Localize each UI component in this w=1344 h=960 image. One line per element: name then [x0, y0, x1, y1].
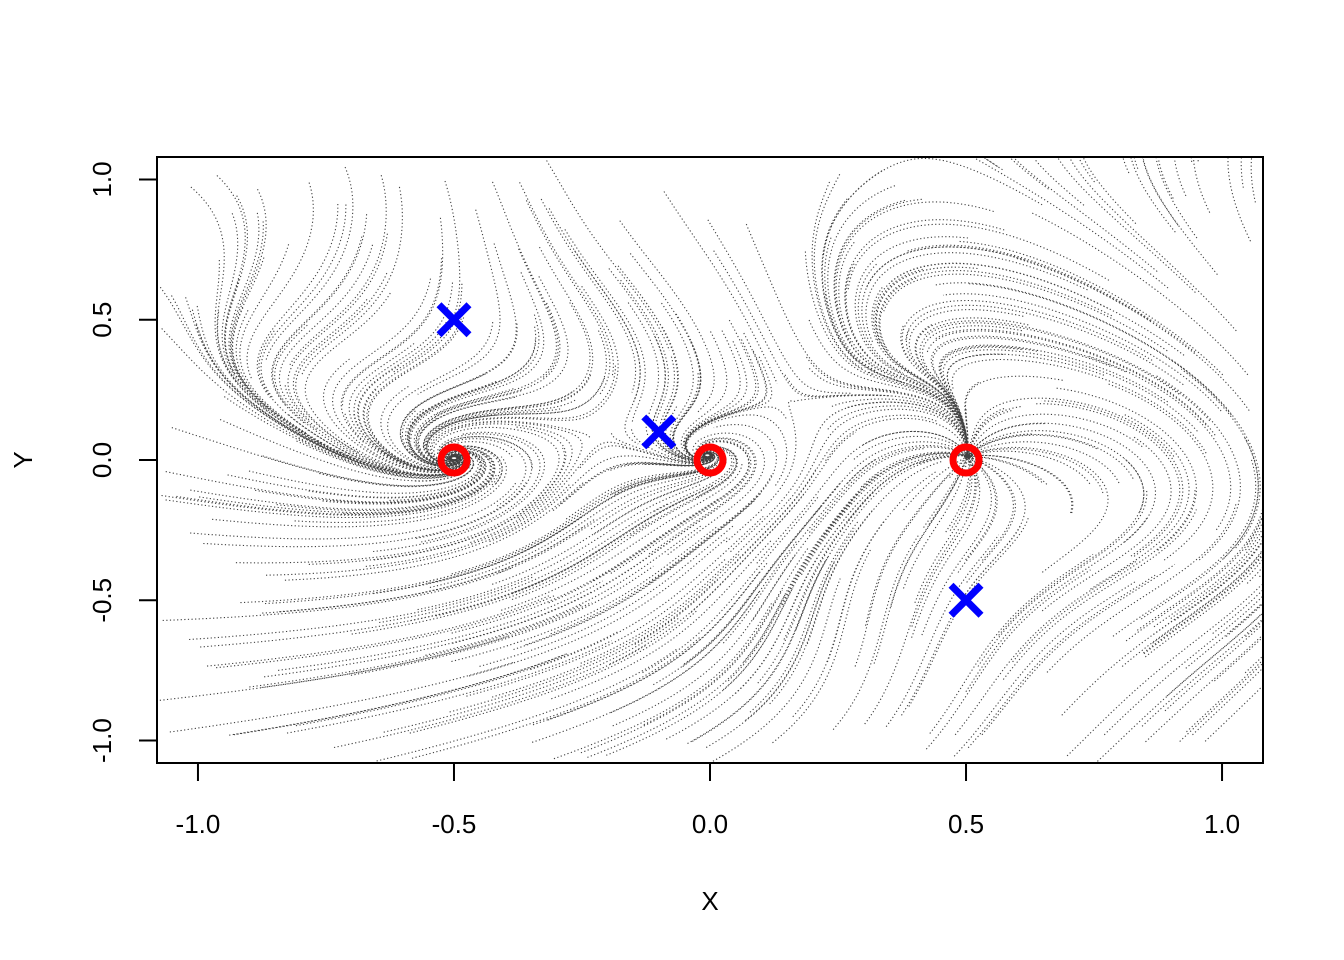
y-tick-label: -0.5: [87, 578, 117, 623]
y-tick-label: -1.0: [87, 718, 117, 763]
x-tick-label: -1.0: [176, 809, 221, 839]
x-tick-label: 0.0: [692, 809, 728, 839]
y-tick-label: 0.5: [87, 302, 117, 338]
saddle-x-marker: [948, 582, 984, 618]
fixed-point-circle-marker: [437, 443, 471, 477]
streamline-path: [159, 157, 1264, 764]
y-axis-label: Y: [8, 451, 38, 468]
saddle-x-marker: [641, 414, 677, 450]
y-axis: -1.0 -0.5 0.0 0.5 1.0: [87, 161, 158, 763]
y-tick-label: 0.0: [87, 442, 117, 478]
x-axis-label: X: [701, 886, 718, 916]
marker-layer: [436, 302, 984, 618]
saddle-x-marker: [436, 302, 472, 338]
fixed-point-circle-marker: [693, 443, 727, 477]
y-tick-label: 1.0: [87, 161, 117, 197]
fixed-point-circle-marker: [949, 443, 983, 477]
x-tick-label: 0.5: [948, 809, 984, 839]
x-axis: -1.0 -0.5 0.0 0.5 1.0: [176, 762, 1240, 839]
flow-streamlines: [159, 157, 1264, 764]
x-tick-label: 1.0: [1204, 809, 1240, 839]
x-tick-label: -0.5: [432, 809, 477, 839]
